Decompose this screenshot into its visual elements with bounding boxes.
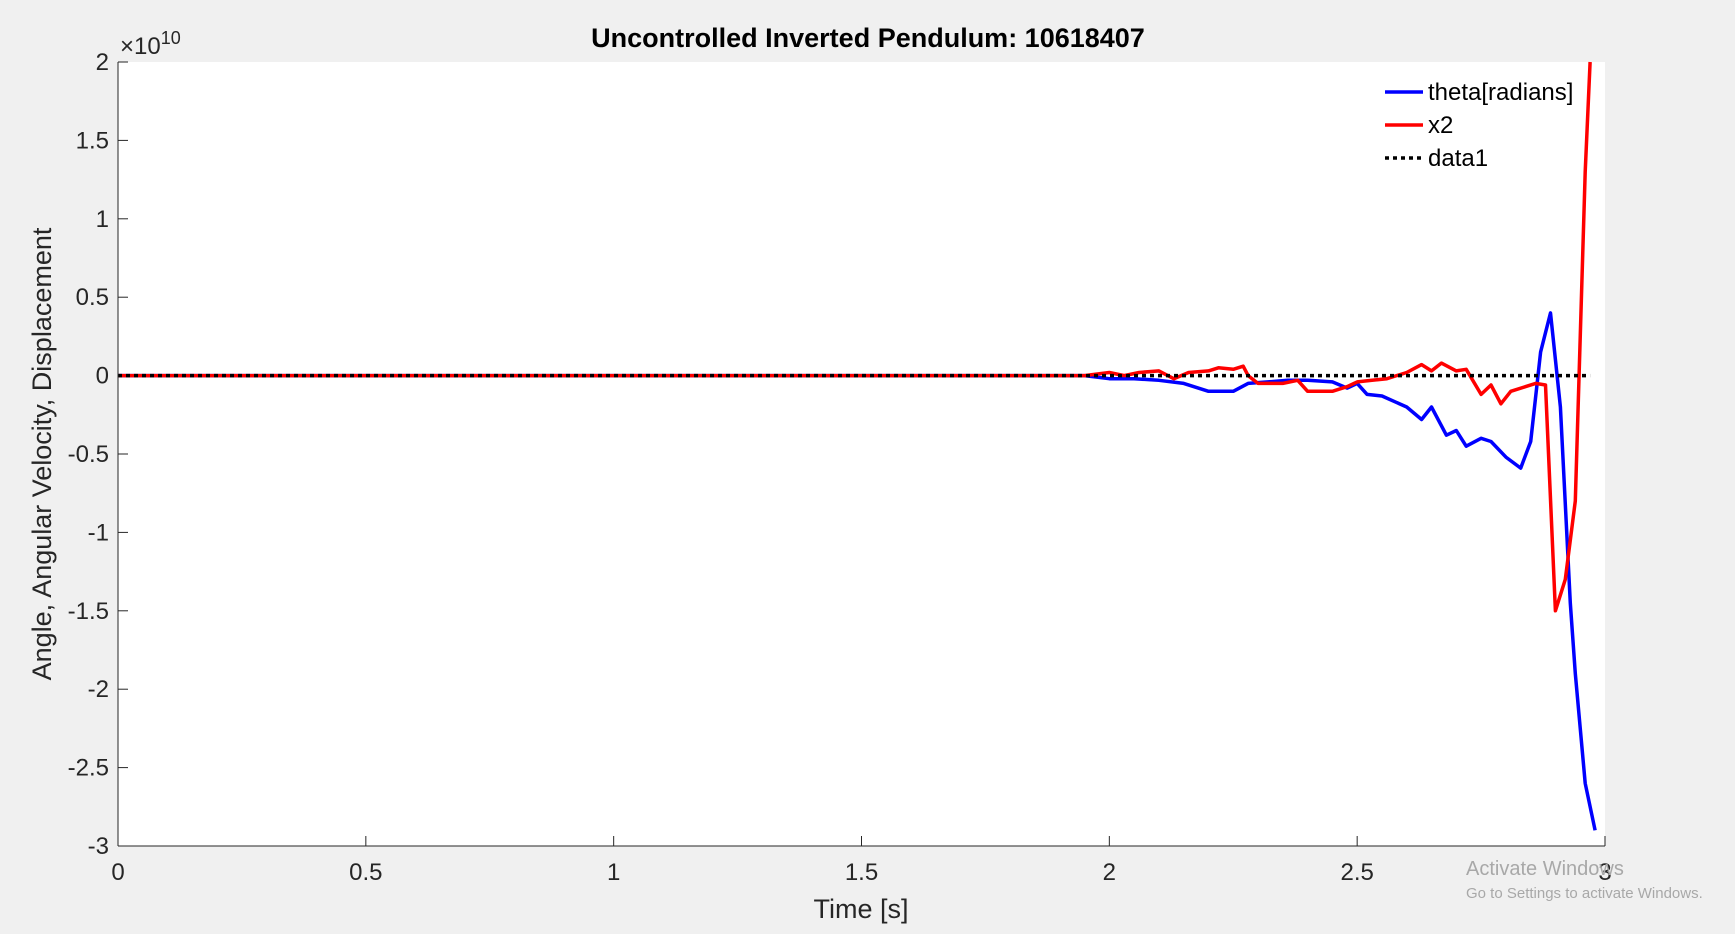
y-exponent-base: ×10 <box>120 33 161 60</box>
series-lines <box>118 61 1597 831</box>
x-axis-ticks: 0 0.5 1 1.5 2 2.5 3 <box>111 836 1612 886</box>
y-tick-label: 0 <box>96 363 109 390</box>
y-tick-label: -0.5 <box>68 441 109 468</box>
series-line-1 <box>118 311 1597 831</box>
y-tick-label: -1 <box>88 519 109 546</box>
legend-label: theta[radians] <box>1428 79 1573 106</box>
legend-label: x2 <box>1428 112 1453 139</box>
y-exponent-label: ×1010 <box>120 28 181 60</box>
y-tick-label: 1.5 <box>76 127 109 154</box>
activate-windows-title: Activate Windows <box>1466 858 1624 880</box>
y-tick-label: 1 <box>96 206 109 233</box>
y-tick-label: -2 <box>88 676 109 703</box>
y-axis-label: Angle, Angular Velocity, Displacement <box>27 227 57 680</box>
chart-title: Uncontrolled Inverted Pendulum: 10618407 <box>591 23 1145 53</box>
x-tick-label: 0 <box>111 859 124 886</box>
y-axis-ticks: 2 1.5 1 0.5 0 -0.5 -1 -1.5 -2 -2.5 -3 <box>68 49 128 860</box>
y-tick-label: -3 <box>88 833 109 860</box>
plot-area <box>118 62 1605 846</box>
y-tick-label: 2 <box>96 49 109 76</box>
y-tick-label: -2.5 <box>68 755 109 782</box>
x-tick-label: 1.5 <box>845 859 878 886</box>
x-tick-label: 3 <box>1598 859 1611 886</box>
legend[interactable]: theta[radians] x2 data1 <box>1385 79 1573 172</box>
y-tick-label: -1.5 <box>68 598 109 625</box>
y-exponent-power: 10 <box>161 28 181 48</box>
x-tick-label: 2.5 <box>1340 859 1373 886</box>
y-tick-label: 0.5 <box>76 284 109 311</box>
x-tick-label: 1 <box>607 859 620 886</box>
x-axis-label: Time [s] <box>813 894 908 924</box>
x-tick-label: 2 <box>1103 859 1116 886</box>
activate-windows-subtitle: Go to Settings to activate Windows. <box>1466 885 1703 902</box>
legend-label: data1 <box>1428 145 1488 172</box>
x-tick-label: 0.5 <box>349 859 382 886</box>
